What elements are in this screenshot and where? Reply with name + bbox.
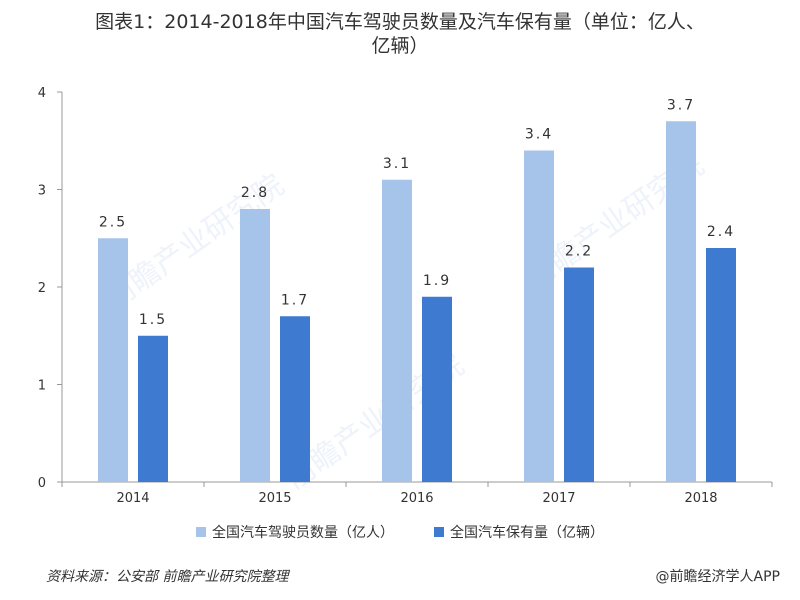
bar-series1-2018 (706, 248, 736, 482)
bar-series1-2015 (280, 316, 310, 482)
data-label-series0-2018: 3.7 (667, 97, 695, 113)
data-label-series1-2014: 1.5 (139, 312, 167, 328)
x-tick-label-2: 2016 (400, 491, 433, 506)
x-tick-label-3: 2017 (542, 491, 575, 506)
legend-label-drivers: 全国汽车驾驶员数量（亿人） (212, 525, 394, 541)
bar-series1-2014 (138, 335, 168, 482)
bar-series1-2016 (422, 296, 452, 482)
data-label-series0-2014: 2.5 (99, 214, 127, 230)
x-tick-label-4: 2018 (684, 491, 717, 506)
chart-title-line2: 亿辆） (371, 35, 429, 57)
y-tick-label-4: 4 (38, 86, 46, 101)
legend-swatch-drivers (196, 527, 206, 537)
bar-series0-2015 (240, 209, 270, 482)
bar-series0-2018 (666, 121, 696, 482)
x-tick-label-0: 2014 (116, 491, 149, 506)
data-label-series0-2015: 2.8 (241, 185, 269, 201)
chart-title-line1: 图表1：2014-2018年中国汽车驾驶员数量及汽车保有量（单位：亿人、 (95, 11, 705, 33)
credit-note: @前瞻经济学人APP (655, 569, 780, 585)
bar-series0-2016 (382, 179, 412, 482)
legend-label-vehicles: 全国汽车保有量（亿辆） (450, 525, 604, 541)
legend-item-vehicles: 全国汽车保有量（亿辆） (434, 522, 604, 542)
data-label-series0-2016: 3.1 (383, 156, 411, 172)
data-label-series1-2016: 1.9 (423, 273, 451, 289)
y-tick-label-1: 1 (38, 379, 46, 394)
chart-title: 图表1：2014-2018年中国汽车驾驶员数量及汽车保有量（单位：亿人、 亿辆） (20, 10, 780, 58)
source-note: 资料来源：公安部 前瞻产业研究院整理 (46, 569, 289, 585)
bar-series0-2014 (98, 238, 128, 482)
data-label-series1-2015: 1.7 (281, 292, 309, 308)
bar-series1-2017 (564, 267, 594, 482)
legend-swatch-vehicles (434, 527, 444, 537)
legend-item-drivers: 全国汽车驾驶员数量（亿人） (196, 522, 394, 542)
y-tick-label-0: 0 (38, 476, 46, 491)
data-label-series1-2017: 2.2 (565, 244, 593, 260)
data-label-series0-2017: 3.4 (525, 127, 553, 143)
y-tick-label-3: 3 (38, 184, 46, 199)
y-tick-label-2: 2 (38, 281, 46, 296)
legend: 全国汽车驾驶员数量（亿人） 全国汽车保有量（亿辆） (0, 520, 800, 544)
data-label-series1-2018: 2.4 (707, 224, 735, 240)
bar-series0-2017 (524, 150, 554, 482)
x-tick-label-1: 2015 (258, 491, 291, 506)
